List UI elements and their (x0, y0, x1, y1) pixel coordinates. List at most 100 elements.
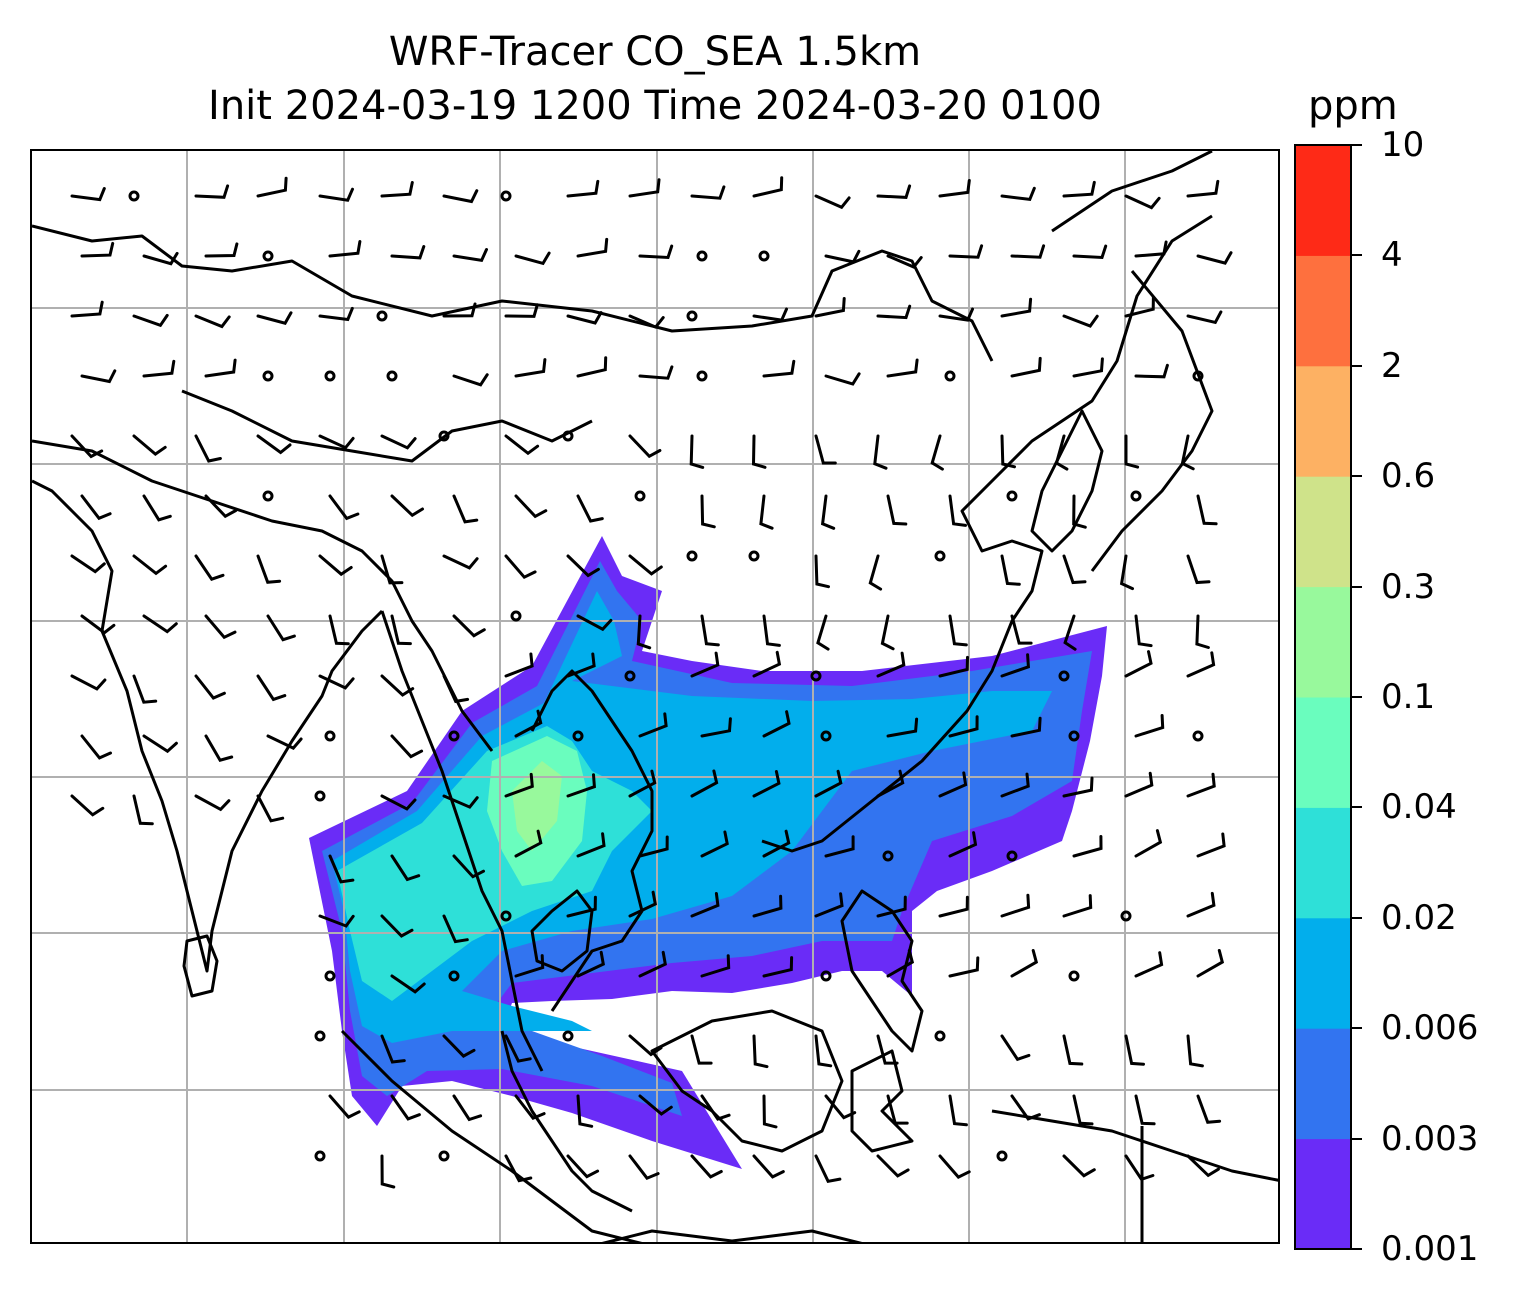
wind-barb (628, 554, 663, 576)
wind-barb (814, 554, 830, 589)
wind-barb (514, 954, 545, 978)
wind-barb (204, 358, 237, 378)
wind-barb (1072, 357, 1104, 378)
colorbar-swatch (1296, 917, 1350, 1029)
colorbar-tick-label: 10 (1381, 125, 1425, 165)
wind-barb (256, 311, 293, 325)
wind-barb (690, 1034, 713, 1065)
wind-barb (1124, 771, 1154, 798)
wind-barb (1186, 891, 1216, 918)
colorbar-swatch (1296, 255, 1350, 367)
wind-barb (80, 734, 112, 760)
wind-barb (752, 1154, 785, 1179)
calm-wind-marker (820, 730, 832, 742)
russia-coast (1051, 151, 1213, 233)
wind-barb (390, 1094, 421, 1121)
wind-barb (628, 890, 657, 918)
wind-barb (1072, 244, 1108, 260)
wind-barb (1000, 186, 1036, 202)
wind-barb (328, 1094, 361, 1119)
calm-wind-marker (314, 790, 326, 802)
wind-barb (638, 950, 667, 978)
wind-barb (504, 303, 539, 318)
calm-wind-marker (934, 1030, 946, 1042)
wind-barb (132, 794, 154, 826)
wind-barb (1196, 832, 1226, 858)
wind-barb (1000, 653, 1030, 678)
calm-wind-marker (562, 430, 574, 442)
wind-barb (1134, 1094, 1156, 1126)
calm-wind-marker (562, 1030, 574, 1042)
map-title-line1: WRF-Tracer CO_SEA 1.5km (388, 29, 922, 75)
wind-barb (824, 1094, 857, 1120)
wind-barb (886, 1094, 909, 1125)
wind-barb (194, 674, 226, 700)
wind-barb (70, 554, 106, 574)
wind-barb (576, 494, 604, 523)
colorbar-tick-label: 0.04 (1381, 787, 1457, 828)
calm-wind-marker (262, 250, 274, 262)
myanmar-coast (380, 610, 544, 1072)
wind-barb (700, 614, 720, 647)
calm-wind-marker (1130, 490, 1142, 502)
wind-barb (824, 835, 855, 858)
map-title-line2: Init 2024-03-19 1200 Time 2024-03-20 010… (208, 83, 1102, 129)
wind-barb (514, 1094, 546, 1121)
wind-barb (938, 655, 969, 678)
wind-barb (452, 1094, 483, 1122)
wind-barb (442, 1034, 476, 1058)
korea (1030, 409, 1104, 553)
colorbar-tick-mark (1352, 144, 1362, 146)
wind-barb (328, 854, 355, 884)
wind-barb (328, 494, 360, 521)
calm-wind-marker (686, 550, 698, 562)
wind-barb (948, 956, 980, 978)
colorbar-tick-mark (1352, 364, 1362, 367)
wind-barb (876, 304, 912, 320)
wind-barb (142, 494, 172, 522)
wind-barb (194, 794, 231, 812)
wind-barb (576, 1094, 594, 1128)
wind-barb (504, 1154, 533, 1183)
wind-barb (1072, 835, 1103, 858)
gridlines (32, 151, 1278, 1242)
wind-barb (1134, 714, 1165, 738)
colorbar-tick-mark (1352, 916, 1362, 919)
wind-barb (876, 1154, 910, 1178)
wind-barb (1124, 650, 1153, 678)
wind-barb (390, 854, 421, 882)
wind-barb (628, 1154, 660, 1181)
calm-wind-marker (262, 490, 274, 502)
wind-barb (1010, 1094, 1041, 1121)
wind-barb (876, 895, 907, 918)
colorbar-tick-mark (1352, 585, 1362, 588)
wind-barb (380, 794, 417, 811)
calm-wind-marker (314, 1030, 326, 1042)
java (601, 1229, 863, 1242)
wind-barb (1062, 776, 1094, 798)
colorbar-tick-label: 4 (1381, 235, 1403, 276)
calm-wind-marker (810, 670, 822, 682)
wind-barb (452, 373, 489, 387)
wind-barb (762, 956, 794, 978)
calm-wind-marker (376, 310, 388, 322)
wind-barb (566, 1154, 600, 1179)
wind-barb (700, 717, 732, 738)
calm-wind-marker (1120, 910, 1132, 922)
colorbar-tick-mark (1352, 475, 1362, 478)
wind-barb (762, 829, 791, 858)
wind-barb (380, 1034, 406, 1064)
wind-barb (690, 185, 726, 200)
wind-barb (948, 244, 984, 259)
wind-barb (514, 251, 551, 266)
wind-barb (566, 652, 596, 678)
wind-barb (452, 854, 485, 879)
wind-barb (886, 254, 923, 269)
wind-barb (751, 434, 767, 469)
wind-barb (70, 674, 107, 691)
wind-barb (80, 369, 117, 384)
india-coast (32, 479, 384, 973)
wind-barb (700, 954, 731, 978)
wind-barb (70, 187, 106, 202)
malay-peninsula (500, 1030, 633, 1213)
